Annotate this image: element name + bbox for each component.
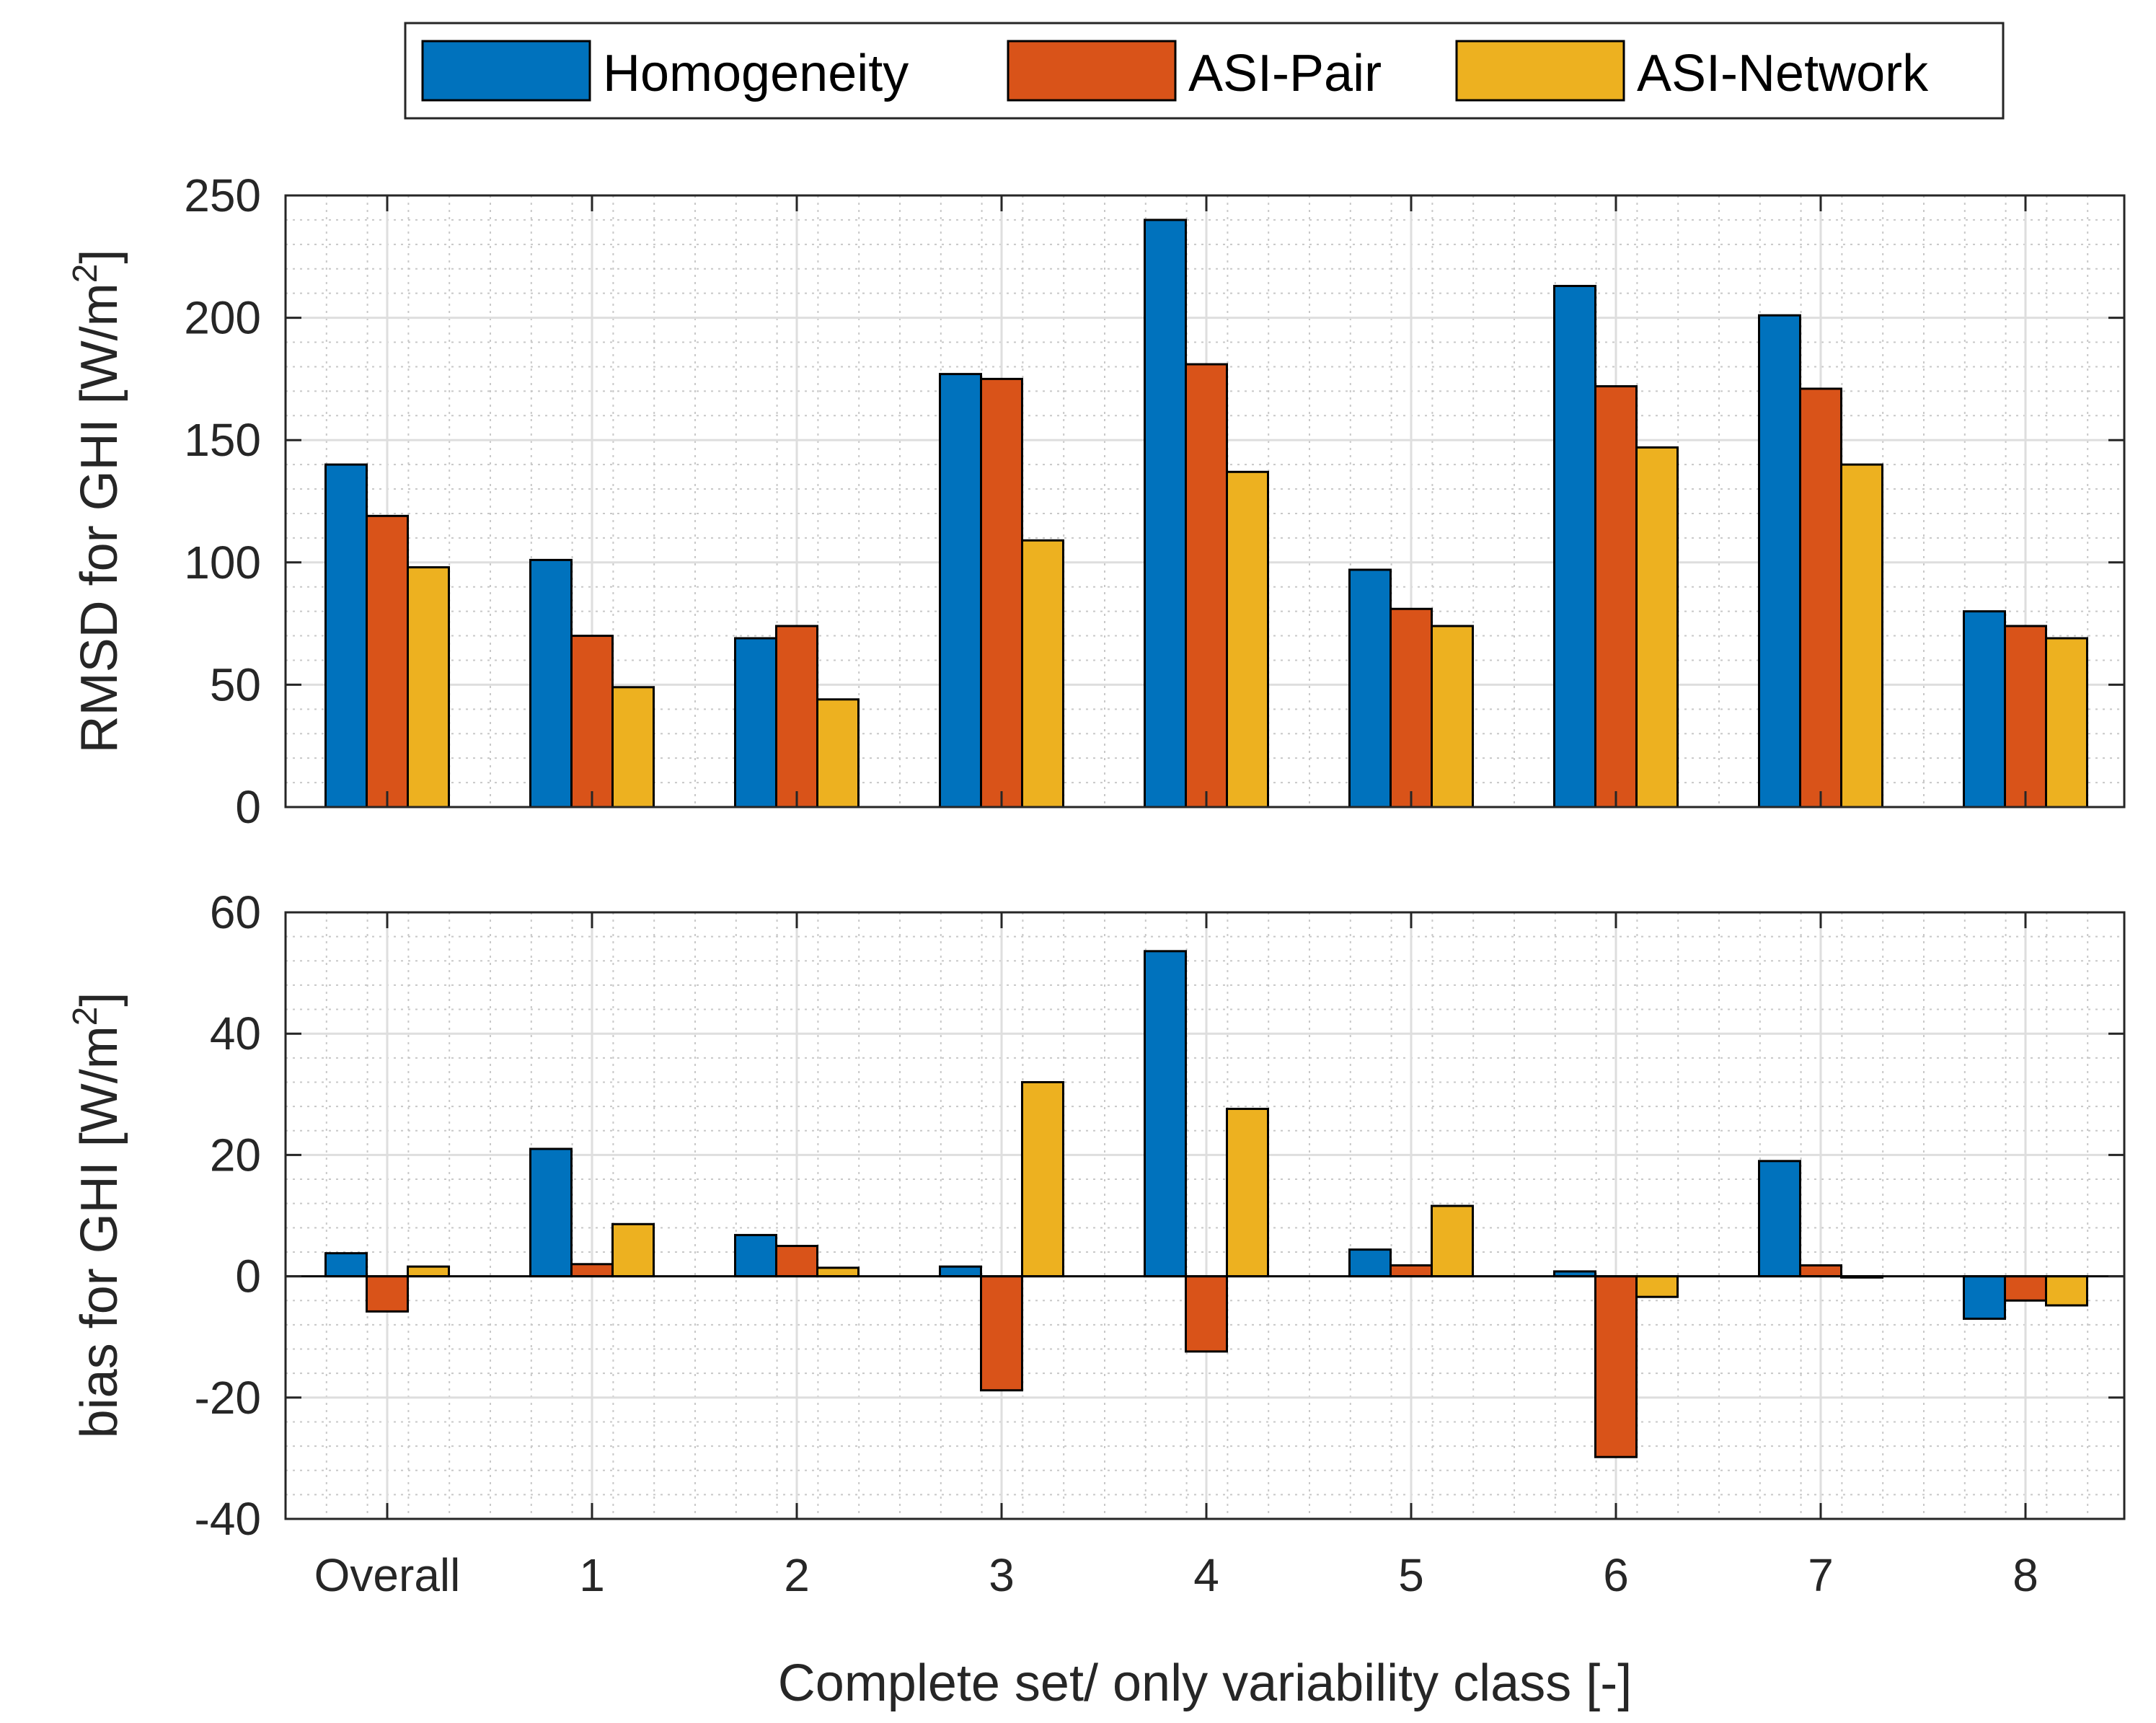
bias-bar-asi-pair-7	[1799, 1264, 1842, 1278]
bias-bar-asi-network-3	[1021, 1080, 1064, 1278]
rmsd-bar-asi-network-8	[2045, 637, 2088, 808]
rmsd-panel: 0 50 100 150 200 250 RMSD for GHI [W/m2]	[66, 169, 2126, 833]
bias-ytick-label: 40	[210, 1008, 261, 1059]
rmsd-bar-homogeneity-1	[529, 558, 573, 808]
xtick-label-7: 7	[1808, 1549, 1834, 1601]
rmsd-bar-homogeneity-3	[939, 373, 982, 808]
bias-bar-homogeneity-overall	[324, 1252, 368, 1278]
legend: Homogeneity ASI-Pair ASI-Network	[404, 22, 2005, 120]
rmsd-axes-box	[284, 194, 2126, 808]
rmsd-bar-asi-network-4	[1226, 470, 1269, 808]
bias-bar-asi-pair-6	[1594, 1275, 1638, 1458]
legend-swatch-homogeneity	[421, 40, 591, 102]
rmsd-bar-homogeneity-2	[734, 637, 777, 808]
legend-item-homogeneity: Homogeneity	[421, 40, 909, 102]
bias-bar-asi-pair-overall	[366, 1275, 409, 1313]
rmsd-ytick-label: 250	[184, 169, 261, 221]
xtick-label-2: 2	[784, 1549, 810, 1601]
rmsd-ytick-label: 0	[235, 781, 261, 833]
rmsd-bar-asi-network-5	[1431, 625, 1474, 808]
bias-bar-asi-pair-2	[775, 1245, 818, 1278]
xtick-label-3: 3	[989, 1549, 1015, 1601]
rmsd-bar-asi-pair-3	[980, 377, 1023, 808]
rmsd-bar-asi-pair-7	[1799, 387, 1842, 808]
legend-item-asi-network: ASI-Network	[1455, 40, 1929, 102]
bias-y-axis-label: bias for GHI [W/m2]	[66, 992, 128, 1439]
bias-bar-asi-network-4	[1226, 1107, 1269, 1278]
rmsd-bar-asi-pair-5	[1390, 607, 1433, 808]
rmsd-bar-asi-pair-4	[1185, 363, 1228, 808]
rmsd-bar-asi-network-1	[611, 686, 655, 808]
bias-bar-asi-network-6	[1635, 1275, 1679, 1298]
bias-ytick-label: -20	[195, 1372, 262, 1424]
x-axis-label: Complete set/ only variability class [-]	[778, 1654, 1632, 1712]
bias-bar-homogeneity-4	[1144, 950, 1187, 1278]
legend-swatch-asi-pair	[1007, 40, 1177, 102]
legend-box	[404, 22, 2005, 120]
rmsd-ytick-label: 100	[184, 537, 261, 589]
bias-ticks: -40 -20 0 20 40 60 Overall 1 2 3 4 5 6 7 8	[195, 886, 2124, 1601]
rmsd-bar-asi-network-overall	[407, 566, 450, 808]
rmsd-y-axis-label: RMSD for GHI [W/m2]	[66, 250, 128, 754]
legend-swatch-asi-network	[1455, 40, 1625, 102]
rmsd-bar-homogeneity-7	[1758, 314, 1801, 808]
legend-label-asi-pair: ASI-Pair	[1188, 45, 1382, 102]
legend-label-asi-network: ASI-Network	[1637, 45, 1929, 102]
bias-bar-asi-network-2	[816, 1266, 860, 1278]
rmsd-bar-homogeneity-4	[1144, 219, 1187, 808]
rmsd-bar-homogeneity-8	[1963, 610, 2006, 808]
xtick-label-5: 5	[1398, 1549, 1424, 1601]
bias-bar-asi-pair-8	[2004, 1275, 2047, 1302]
xtick-label-1: 1	[579, 1549, 605, 1601]
rmsd-bar-asi-pair-2	[775, 625, 818, 808]
bias-bar-asi-pair-4	[1185, 1275, 1228, 1353]
bias-axes-box	[284, 911, 2126, 1520]
xtick-label-4: 4	[1193, 1549, 1219, 1601]
bias-bar-asi-network-1	[611, 1222, 655, 1278]
rmsd-bar-homogeneity-overall	[324, 463, 368, 808]
rmsd-bar-homogeneity-5	[1348, 568, 1392, 808]
bias-bar-homogeneity-5	[1348, 1248, 1392, 1278]
bias-bar-asi-network-5	[1431, 1204, 1474, 1278]
rmsd-bar-asi-network-7	[1840, 463, 1883, 808]
bias-bar-asi-network-overall	[407, 1265, 450, 1278]
bias-bar-asi-pair-3	[980, 1275, 1023, 1392]
bias-bar-asi-pair-5	[1390, 1264, 1433, 1278]
rmsd-bar-asi-network-6	[1635, 446, 1679, 808]
bias-ytick-label: 0	[235, 1251, 261, 1303]
xtick-label-8: 8	[2013, 1549, 2038, 1601]
rmsd-ytick-label: 200	[184, 292, 261, 344]
xtick-label-overall: Overall	[314, 1549, 461, 1601]
bias-bar-homogeneity-8	[1963, 1275, 2006, 1320]
rmsd-bar-asi-network-2	[816, 698, 860, 808]
bias-bar-asi-pair-1	[570, 1263, 614, 1278]
rmsd-bar-asi-pair-overall	[366, 514, 409, 808]
bias-bar-homogeneity-2	[734, 1233, 777, 1278]
rmsd-bar-asi-pair-8	[2004, 625, 2047, 808]
bias-panel: -40 -20 0 20 40 60 Overall 1 2 3 4 5 6 7 8 bias for GH…	[66, 886, 2126, 1712]
bias-ytick-label: -40	[195, 1493, 262, 1545]
rmsd-ytick-label: 50	[210, 658, 261, 710]
bias-bar-homogeneity-7	[1758, 1160, 1801, 1278]
rmsd-bar-homogeneity-6	[1553, 285, 1596, 808]
bias-bar-asi-network-8	[2045, 1275, 2088, 1307]
bias-bars	[286, 950, 2124, 1458]
bias-ytick-label: 20	[210, 1129, 261, 1181]
bias-bar-homogeneity-3	[939, 1265, 982, 1278]
bias-ytick-label: 60	[210, 886, 261, 938]
rmsd-bar-asi-pair-1	[570, 635, 614, 808]
xtick-label-6: 6	[1603, 1549, 1629, 1601]
legend-item-asi-pair: ASI-Pair	[1007, 40, 1382, 102]
legend-label-homogeneity: Homogeneity	[603, 45, 909, 102]
rmsd-bar-asi-network-3	[1021, 539, 1064, 808]
bias-bar-homogeneity-1	[529, 1147, 573, 1278]
rmsd-bar-asi-pair-6	[1594, 385, 1638, 808]
rmsd-ytick-label: 150	[184, 414, 261, 466]
